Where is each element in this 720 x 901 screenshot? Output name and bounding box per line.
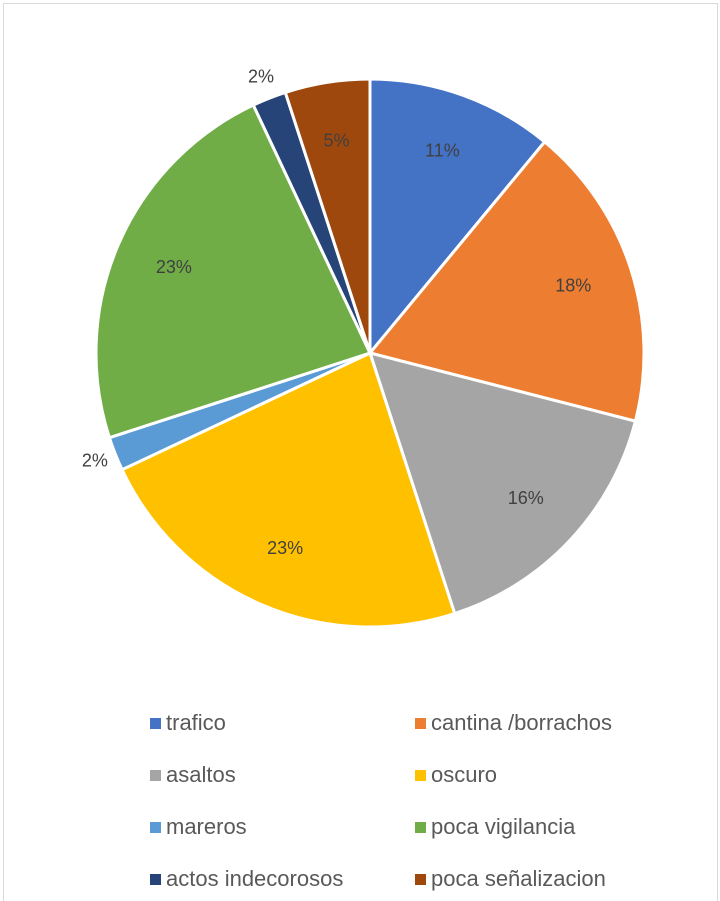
legend-label: mareros [166, 814, 247, 839]
data-label: 2% [82, 451, 108, 471]
pie-slice [283, 77, 372, 354]
data-label: 23% [156, 257, 192, 277]
legend-label: trafico [166, 710, 226, 735]
legend-label: actos indecorosos [166, 866, 343, 891]
data-label: 16% [508, 488, 544, 508]
data-label: 18% [555, 276, 591, 296]
legend-swatch [415, 718, 426, 729]
legend-swatch [415, 874, 426, 885]
legend-label: asaltos [166, 762, 236, 787]
legend-swatch [150, 874, 161, 885]
legend-label: oscuro [431, 762, 497, 787]
pie-slice [367, 139, 646, 423]
legend-swatch [150, 718, 161, 729]
data-label: 23% [267, 538, 303, 558]
legend-swatch [150, 770, 161, 781]
legend-label: poca vigilancia [431, 814, 576, 839]
pie-slice [367, 350, 638, 616]
data-label: 5% [324, 131, 350, 151]
pie-slice [368, 77, 547, 358]
pie-slice [94, 103, 373, 440]
chart-border [3, 3, 718, 901]
legend-swatch [150, 822, 161, 833]
data-label: 2% [248, 67, 274, 87]
pie-slice [120, 350, 457, 629]
legend-label: poca señalizacion [431, 866, 606, 891]
data-label: 11% [425, 141, 460, 161]
legend-swatch [415, 770, 426, 781]
legend-label: cantina /borrachos [431, 710, 612, 735]
legend-swatch [415, 822, 426, 833]
